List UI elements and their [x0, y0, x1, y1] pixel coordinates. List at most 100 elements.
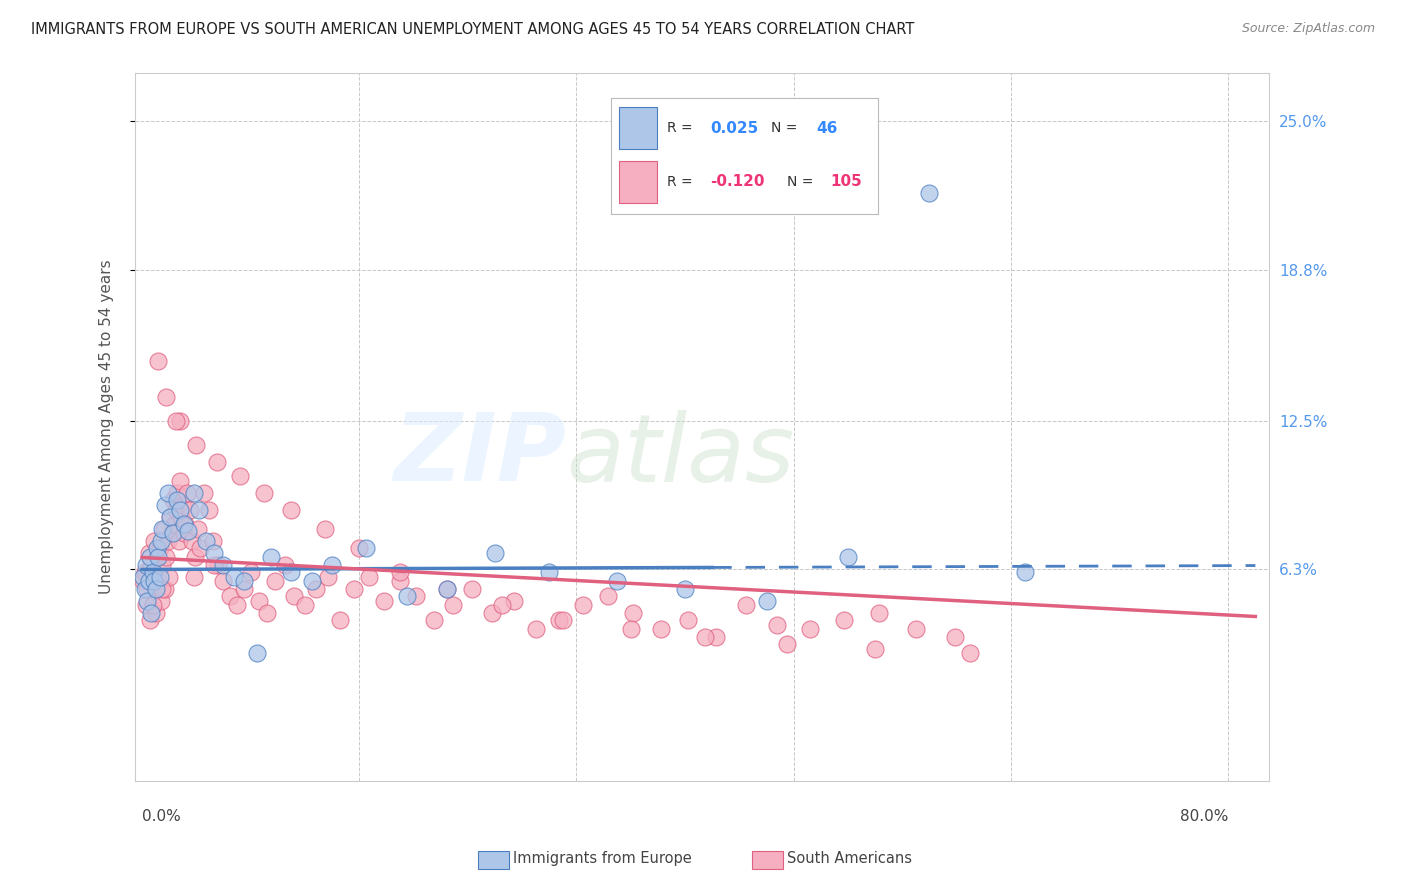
Point	[142, 599, 165, 613]
Point	[183, 485, 205, 500]
Point	[232, 574, 254, 589]
Point	[305, 582, 328, 596]
Point	[572, 599, 595, 613]
Point	[169, 502, 191, 516]
Point	[1014, 565, 1036, 579]
Point	[423, 613, 446, 627]
Point	[395, 589, 418, 603]
Point	[538, 565, 561, 579]
Point	[547, 613, 569, 627]
Point	[135, 599, 157, 613]
Point	[918, 186, 941, 200]
Point	[321, 558, 343, 572]
Point	[167, 533, 190, 548]
Point	[145, 606, 167, 620]
Point	[524, 623, 547, 637]
Point	[138, 574, 160, 589]
Point	[256, 606, 278, 620]
Point	[197, 502, 219, 516]
Point	[153, 498, 176, 512]
Text: Source: ZipAtlas.com: Source: ZipAtlas.com	[1241, 22, 1375, 36]
Point	[156, 533, 179, 548]
Point	[695, 630, 717, 644]
Point	[160, 526, 183, 541]
Point	[166, 485, 188, 500]
Point	[159, 509, 181, 524]
Point	[283, 589, 305, 603]
Point	[150, 558, 173, 572]
Point	[212, 574, 235, 589]
Point	[484, 546, 506, 560]
Point	[169, 414, 191, 428]
Point	[314, 522, 336, 536]
Point	[212, 558, 235, 572]
Point	[193, 485, 215, 500]
Point	[205, 454, 228, 468]
Point	[832, 613, 855, 627]
Point	[162, 526, 184, 541]
Point	[188, 502, 211, 516]
Point	[155, 550, 177, 565]
Point	[173, 516, 195, 531]
Point	[156, 485, 179, 500]
Point	[146, 541, 169, 555]
Point	[229, 469, 252, 483]
Y-axis label: Unemployment Among Ages 45 to 54 years: Unemployment Among Ages 45 to 54 years	[100, 260, 114, 594]
Point	[673, 582, 696, 596]
Point	[157, 569, 180, 583]
Point	[136, 593, 159, 607]
Point	[181, 533, 204, 548]
Point	[132, 569, 155, 583]
Point	[159, 509, 181, 524]
Point	[766, 617, 789, 632]
Point	[388, 565, 411, 579]
Text: ZIP: ZIP	[394, 409, 567, 501]
Point	[149, 541, 172, 555]
Point	[606, 574, 628, 589]
Point	[143, 574, 166, 589]
Point	[148, 574, 170, 589]
Point	[357, 569, 380, 583]
Point	[150, 522, 173, 536]
Point	[143, 533, 166, 548]
Point	[294, 599, 316, 613]
Point	[219, 589, 242, 603]
Point	[799, 623, 821, 637]
Point	[329, 613, 352, 627]
Point	[620, 623, 643, 637]
Point	[202, 558, 225, 572]
Point	[260, 550, 283, 565]
Point	[152, 522, 174, 536]
Point	[253, 485, 276, 500]
Point	[186, 438, 208, 452]
Text: 80.0%: 80.0%	[1180, 809, 1229, 824]
Point	[176, 485, 198, 500]
Point	[163, 516, 186, 531]
Point	[354, 541, 377, 555]
Point	[169, 474, 191, 488]
Point	[316, 569, 339, 583]
Point	[139, 550, 162, 565]
Point	[481, 606, 503, 620]
Point	[153, 582, 176, 596]
Point	[301, 574, 323, 589]
Text: IMMIGRANTS FROM EUROPE VS SOUTH AMERICAN UNEMPLOYMENT AMONG AGES 45 TO 54 YEARS : IMMIGRANTS FROM EUROPE VS SOUTH AMERICAN…	[31, 22, 914, 37]
Point	[148, 550, 170, 565]
Point	[190, 541, 212, 555]
Point	[177, 524, 200, 538]
Point	[162, 492, 184, 507]
Point	[174, 516, 197, 531]
Point	[150, 582, 173, 596]
Point	[202, 546, 225, 560]
Point	[148, 353, 170, 368]
Point	[904, 623, 927, 637]
Point	[146, 550, 169, 565]
Point	[596, 589, 619, 603]
Point	[166, 492, 188, 507]
Text: South Americans: South Americans	[787, 851, 912, 865]
Point	[172, 498, 194, 512]
Point	[273, 558, 295, 572]
Point	[150, 593, 173, 607]
Point	[247, 593, 270, 607]
Point	[134, 565, 156, 579]
